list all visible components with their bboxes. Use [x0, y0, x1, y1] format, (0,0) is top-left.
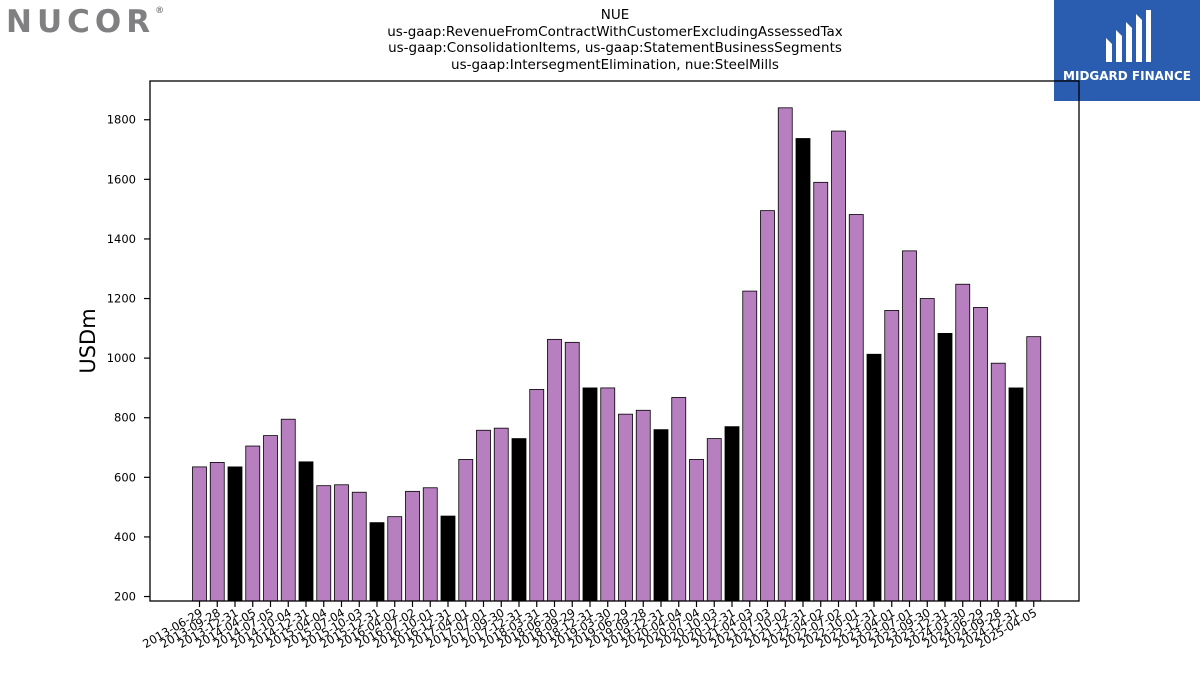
- bar-2024-03-30: [955, 283, 971, 602]
- bar-2014-12-31: [298, 461, 314, 602]
- bar-2021-07-03: [760, 210, 775, 602]
- y-tick-label: 600: [114, 470, 136, 484]
- bar-2022-10-01: [848, 214, 864, 602]
- midgard-finance-text: MIDGARD FINANCE: [1063, 69, 1191, 83]
- bar-2013-12-31: [227, 466, 243, 602]
- y-axis-title: USDm: [76, 308, 100, 373]
- y-tick-label: 1600: [107, 172, 136, 186]
- x-axis: 2013-06-292013-09-282013-12-312014-04-05…: [140, 601, 1039, 651]
- bar-2017-12-31: [511, 438, 527, 602]
- y-tick-label: 400: [114, 530, 136, 544]
- bar-2022-04-02: [813, 181, 829, 602]
- bar-2014-04-05: [245, 445, 261, 602]
- bar-2015-04-04: [316, 485, 332, 602]
- bar-2021-04-03: [742, 290, 758, 602]
- bar-2024-06-29: [973, 307, 988, 602]
- y-tick-label: 800: [114, 411, 136, 425]
- bar-2016-12-31: [440, 515, 456, 602]
- bar-2021-12-31: [795, 138, 811, 602]
- chart-title-line: us-gaap:ConsolidationItems, us-gaap:Stat…: [388, 40, 842, 56]
- chart-title-line: NUE: [600, 7, 630, 23]
- bar-2019-06-29: [618, 413, 633, 602]
- bar-2019-12-31: [653, 429, 669, 602]
- plot-frame: [149, 80, 1080, 602]
- y-tick-label: 1800: [107, 113, 136, 127]
- registered-mark: ®: [155, 6, 165, 16]
- bar-2018-03-31: [529, 389, 545, 602]
- nucor-logo-text: NUCOR: [6, 4, 156, 40]
- bar-2023-04-01: [884, 310, 900, 602]
- chart-title-line: us-gaap:RevenueFromContractWithCustomerE…: [387, 23, 843, 40]
- bars-group: [192, 107, 1042, 602]
- bar-2015-07-04: [334, 484, 349, 602]
- bar-2023-12-31: [937, 332, 953, 602]
- bar-2020-04-04: [671, 397, 687, 602]
- bar-2020-12-31: [724, 426, 740, 602]
- bar-2022-07-02: [831, 130, 846, 602]
- midgard-finance-logo: MIDGARD FINANCE: [1054, 0, 1200, 101]
- bar-2014-07-05: [263, 435, 278, 602]
- chart-title-line: us-gaap:IntersegmentElimination, nue:Ste…: [451, 56, 779, 73]
- midgard-mark-icon: [1106, 10, 1151, 62]
- bar-2020-07-04: [689, 459, 704, 602]
- bar-2022-12-31: [866, 353, 882, 602]
- bar-2025-04-05: [1026, 336, 1042, 602]
- bar-2013-06-29: [192, 466, 207, 602]
- y-tick-label: 1000: [107, 351, 136, 365]
- y-tick-label: 200: [114, 590, 136, 604]
- bar-2015-12-31: [369, 522, 385, 602]
- bar-2023-07-01: [902, 250, 917, 602]
- bar-2018-12-31: [582, 387, 598, 602]
- y-tick-label: 1400: [107, 232, 136, 246]
- chart-title: NUE us-gaap:RevenueFromContractWithCusto…: [315, 7, 915, 73]
- bar-2021-10-02: [777, 107, 793, 602]
- bar-2023-09-30: [919, 298, 935, 602]
- bar-2017-04-01: [458, 459, 474, 602]
- bar-2020-10-03: [706, 438, 722, 602]
- bar-2018-06-30: [547, 338, 562, 602]
- bar-2024-09-28: [990, 362, 1006, 602]
- bar-2017-07-01: [476, 429, 491, 602]
- bar-2024-12-31: [1008, 387, 1024, 602]
- bar-2013-09-28: [209, 462, 225, 602]
- bar-2016-07-02: [405, 490, 420, 602]
- bar-2017-09-30: [493, 427, 509, 602]
- y-tick-label: 1200: [107, 292, 136, 306]
- bar-2015-10-03: [351, 491, 367, 602]
- y-axis: 200 400 600 800 1000 1200 1400 1600 1800: [107, 113, 150, 604]
- bar-2018-09-29: [564, 341, 580, 602]
- bar-2019-09-28: [635, 409, 651, 602]
- bar-2016-10-01: [422, 487, 438, 602]
- bar-2014-10-04: [280, 418, 296, 602]
- bar-2019-03-30: [600, 387, 616, 602]
- nucor-logo: NUCOR®: [6, 4, 164, 40]
- bar-2016-04-02: [387, 516, 403, 602]
